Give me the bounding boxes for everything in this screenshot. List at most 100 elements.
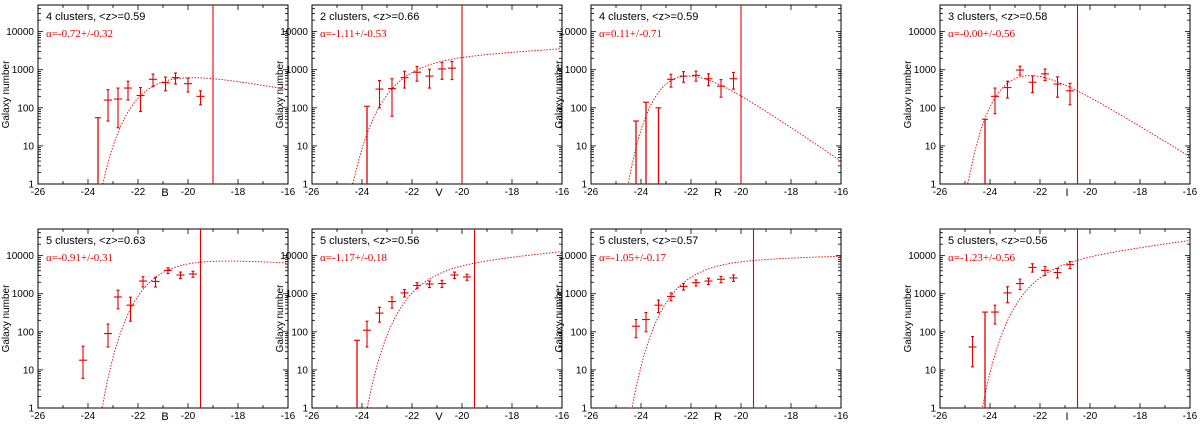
data-point (124, 80, 132, 101)
y-tick-label: 10 (297, 365, 309, 376)
x-tick-label: -24 (983, 187, 998, 198)
x-tick-label: -16 (1183, 411, 1198, 422)
data-point (400, 70, 409, 89)
alpha-label: α=-1.17+/-0.18 (320, 252, 388, 264)
data-point (1016, 278, 1024, 291)
x-tick-label: -22 (684, 411, 699, 422)
data-point (114, 289, 122, 310)
x-axis-label: B (161, 187, 168, 199)
y-tick-label: 1 (930, 404, 936, 415)
data-point (363, 320, 371, 348)
y-tick-label: 10000 (908, 27, 936, 38)
data-point (151, 276, 160, 288)
y-tick-label: 1000 (286, 289, 309, 300)
data-point (968, 336, 977, 368)
schechter-fit-curve (980, 239, 1190, 408)
data-point (704, 73, 713, 87)
x-tick-label: -26 (31, 411, 46, 422)
y-tick-label: 10000 (280, 27, 308, 38)
clusters-redshift-label: 5 clusters, <z>=0.57 (599, 235, 698, 247)
data-point (717, 79, 725, 98)
y-tick-label: 10000 (6, 27, 34, 38)
data-point (1003, 286, 1012, 304)
x-tick-label: -18 (505, 187, 520, 198)
data-point (704, 277, 713, 286)
y-tick-label: 100 (291, 103, 308, 114)
y-tick-label: 10 (576, 141, 588, 152)
x-tick-label: -16 (555, 187, 570, 198)
panel-8-I: -26 -24 -22 -20 -18 -16 1 10 100 1000 10000 I Galaxy… (903, 228, 1198, 423)
data-point (1028, 75, 1037, 94)
x-tick-label: -22 (684, 187, 699, 198)
data-point (413, 65, 421, 82)
x-axis-label: I (1065, 187, 1068, 199)
data-point (679, 71, 688, 83)
data-point (1016, 65, 1024, 76)
data-point (425, 68, 434, 89)
x-tick-label: -16 (555, 411, 570, 422)
clusters-redshift-label: 5 clusters, <z>=0.63 (46, 235, 145, 247)
y-axis-label: Galaxy number (275, 284, 286, 352)
data-point (633, 120, 639, 184)
x-axis-label: I (1065, 411, 1068, 423)
data-point (126, 296, 135, 322)
y-tick-label: 1 (28, 180, 34, 191)
clusters-redshift-label: 5 clusters, <z>=0.56 (948, 235, 1047, 247)
data-point (692, 70, 700, 82)
data-point (991, 87, 999, 115)
y-tick-label: 100 (919, 327, 936, 338)
y-tick-label: 1 (302, 404, 308, 415)
data-point (632, 318, 640, 339)
data-point (438, 62, 446, 80)
data-point (139, 276, 147, 288)
data-point (1066, 260, 1074, 270)
y-axis-label: Galaxy number (903, 284, 914, 352)
data-point (400, 289, 409, 298)
y-tick-label: 1 (581, 404, 587, 415)
x-tick-label: -24 (634, 411, 649, 422)
x-tick-label: -18 (784, 187, 799, 198)
data-point (717, 275, 725, 284)
data-point (1053, 76, 1062, 98)
y-tick-label: 1000 (914, 289, 937, 300)
x-tick-label: -18 (784, 411, 799, 422)
y-axis-label: Galaxy number (1, 284, 12, 352)
y-axis-label: Galaxy number (275, 60, 286, 128)
data-point (364, 105, 370, 184)
x-tick-label: -24 (81, 187, 96, 198)
y-tick-label: 1 (302, 180, 308, 191)
x-tick-label: -26 (584, 411, 599, 422)
data-point (692, 279, 700, 287)
y-tick-label: 1000 (12, 289, 35, 300)
x-tick-label: -18 (1133, 187, 1148, 198)
x-tick-label: -26 (305, 411, 320, 422)
x-axis-label: B (161, 411, 168, 423)
data-point (413, 282, 421, 290)
data-point (991, 304, 999, 325)
data-point (654, 299, 663, 314)
data-point (104, 323, 112, 348)
y-tick-label: 10000 (559, 251, 587, 262)
clusters-redshift-label: 2 clusters, <z>=0.66 (320, 11, 419, 23)
data-point (375, 79, 384, 109)
data-point (136, 87, 145, 113)
data-point (982, 311, 988, 408)
alpha-label: α=-0.91+/-0.31 (46, 252, 113, 264)
y-tick-label: 1000 (914, 65, 937, 76)
y-tick-label: 10000 (559, 27, 587, 38)
y-tick-label: 10 (23, 141, 35, 152)
alpha-label: α=0.11+/-0.71 (599, 28, 662, 40)
x-tick-label: -18 (505, 411, 520, 422)
alpha-label: α=-0.00+/-0.56 (948, 28, 1016, 40)
x-tick-label: -24 (634, 187, 649, 198)
data-point (184, 77, 192, 93)
clusters-redshift-label: 4 clusters, <z>=0.59 (46, 11, 145, 23)
x-axis-label: V (435, 187, 443, 199)
y-tick-label: 1 (581, 180, 587, 191)
data-point (982, 118, 988, 184)
schechter-fit-curve (626, 75, 841, 184)
data-point (388, 78, 396, 117)
data-point (679, 282, 688, 291)
y-tick-label: 10 (925, 365, 937, 376)
